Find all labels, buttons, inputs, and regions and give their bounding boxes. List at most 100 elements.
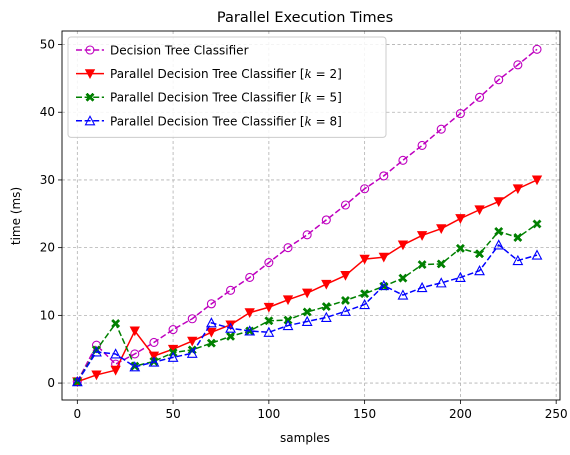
data-point	[360, 184, 370, 194]
data-point	[71, 376, 83, 387]
y-tick-label: 10	[40, 308, 55, 322]
x-tick-label: 250	[545, 407, 568, 421]
data-point	[206, 338, 216, 348]
legend-marker	[84, 69, 96, 79]
legend-item: Decision Tree Classifier	[76, 44, 249, 58]
y-tick-label: 40	[40, 105, 55, 119]
data-point	[321, 279, 332, 290]
data-point	[360, 289, 370, 299]
data-point	[397, 289, 409, 300]
data-point	[493, 197, 504, 207]
chart-title: Parallel Execution Times	[217, 10, 393, 26]
data-point	[378, 279, 390, 291]
series-4	[71, 239, 543, 387]
data-point	[416, 231, 428, 241]
legend-item: Parallel Decision Tree Classifier [k = 8…	[76, 114, 342, 128]
data-point	[512, 254, 524, 266]
data-point	[474, 265, 485, 276]
data-point	[187, 336, 198, 347]
data-point	[417, 260, 427, 270]
data-point	[111, 318, 121, 329]
data-point	[455, 214, 466, 224]
data-point	[436, 259, 446, 269]
data-point	[206, 299, 216, 309]
data-point	[148, 356, 160, 367]
legend-label: Parallel Decision Tree Classifier [k = 5…	[110, 91, 342, 105]
data-point	[283, 243, 293, 253]
data-point	[302, 230, 312, 240]
data-point	[168, 325, 178, 335]
legend: Decision Tree Classifier Parallel Decisio…	[67, 36, 387, 138]
legend-marker	[85, 45, 95, 55]
series-group	[71, 44, 543, 388]
data-point	[513, 232, 523, 243]
data-point	[513, 60, 523, 70]
data-point	[244, 325, 256, 336]
data-point	[187, 314, 197, 324]
data-point	[91, 346, 102, 357]
data-point	[167, 351, 179, 362]
data-point	[340, 295, 351, 306]
y-axis-title: time (ms)	[9, 187, 23, 245]
legend-item: Parallel Decision Tree Classifier [k = 2…	[76, 67, 342, 81]
data-point	[475, 92, 485, 102]
data-point	[359, 298, 371, 310]
data-point	[359, 254, 370, 265]
data-point	[130, 349, 140, 359]
data-point	[149, 337, 159, 347]
data-point	[494, 226, 504, 236]
data-point	[129, 361, 141, 372]
data-point	[282, 319, 294, 331]
data-point	[436, 224, 447, 235]
data-point	[263, 326, 275, 337]
data-point	[244, 308, 255, 319]
data-point	[302, 288, 313, 299]
x-tick-label: 100	[257, 407, 280, 421]
data-point	[532, 44, 542, 54]
data-point	[494, 75, 504, 85]
y-tick-label: 50	[40, 38, 55, 52]
data-point	[416, 281, 428, 293]
data-point	[398, 273, 408, 283]
series-1	[72, 44, 542, 387]
series-line	[76, 244, 538, 383]
legend-label: Parallel Decision Tree Classifier [k = 8…	[110, 114, 342, 128]
data-point	[226, 331, 236, 341]
data-point	[475, 249, 485, 259]
x-tick-label: 0	[74, 407, 82, 421]
legend-item: Parallel Decision Tree Classifier [k = 5…	[76, 91, 342, 105]
data-point	[206, 327, 217, 338]
data-point	[321, 302, 331, 312]
data-point	[454, 271, 466, 283]
data-point	[110, 365, 121, 376]
data-point	[320, 311, 332, 322]
data-point	[129, 326, 140, 337]
axes: 0 50 100 150 200 250 0 10 20 30 40 50	[40, 30, 568, 421]
data-point	[455, 243, 465, 253]
data-point	[264, 258, 274, 268]
data-point	[226, 285, 236, 295]
data-point	[493, 239, 505, 250]
legend-label: Decision Tree Classifier	[110, 44, 249, 58]
data-point	[474, 205, 485, 216]
data-point	[340, 271, 351, 281]
data-point	[91, 370, 102, 381]
data-point	[245, 272, 255, 283]
data-point	[340, 200, 351, 210]
legend-marker	[84, 115, 96, 126]
data-point	[397, 240, 409, 251]
data-point	[264, 316, 274, 326]
series-2	[72, 175, 543, 388]
data-point	[302, 307, 312, 317]
data-point	[531, 175, 543, 186]
data-point	[301, 315, 313, 327]
data-point	[205, 317, 217, 328]
legend-marker	[85, 92, 95, 102]
data-point	[225, 320, 236, 331]
data-point	[435, 277, 447, 288]
data-point	[532, 219, 542, 229]
x-tick-label: 150	[353, 407, 376, 421]
y-tick-label: 30	[40, 173, 55, 187]
data-point	[455, 109, 465, 119]
